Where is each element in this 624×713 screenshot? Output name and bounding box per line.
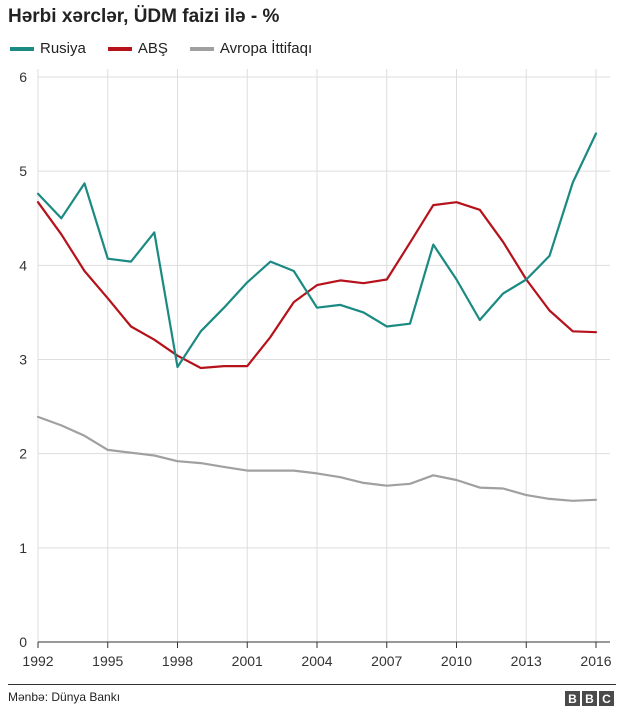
x-tick-label: 2010 (441, 653, 472, 669)
x-tick-label: 2013 (511, 653, 542, 669)
legend-label-rusiya: Rusiya (40, 40, 86, 57)
x-tick-label: 2004 (301, 653, 332, 669)
series-line-ab- (36, 201, 598, 370)
source-note: Mənbə: Dünya Bankı (8, 690, 121, 704)
y-tick-label: 4 (19, 257, 27, 273)
footer-divider (8, 684, 616, 685)
series-line-avropa-i-ttifaq- (36, 415, 598, 502)
x-tick-label: 1995 (92, 653, 123, 669)
bbc-logo-letter: C (599, 691, 614, 706)
bbc-logo-letter: B (565, 691, 580, 706)
y-tick-label: 0 (19, 634, 27, 650)
y-tick-label: 5 (19, 163, 27, 179)
legend: Rusiya ABŞ Avropa İttifaqı (10, 40, 334, 57)
y-tick-label: 2 (19, 446, 27, 462)
x-tick-label: 1992 (22, 653, 53, 669)
legend-item-avropa: Avropa İttifaqı (189, 40, 313, 57)
y-tick-label: 6 (19, 69, 27, 85)
legend-label-avropa: Avropa İttifaqı (219, 40, 313, 57)
x-tick-label: 2001 (232, 653, 263, 669)
legend-label-abs: ABŞ (137, 40, 168, 57)
legend-swatch-avropa (189, 46, 214, 51)
x-tick-label: 2016 (580, 653, 611, 669)
bbc-logo: B B C (563, 691, 614, 706)
legend-swatch-abs (107, 46, 132, 51)
bbc-logo-letter: B (582, 691, 597, 706)
legend-item-abs: ABŞ (107, 40, 168, 57)
series-line-rusiya (36, 132, 598, 369)
legend-item-rusiya: Rusiya (10, 40, 86, 57)
y-tick-label: 3 (19, 352, 27, 368)
y-tick-label: 1 (19, 540, 27, 556)
x-tick-label: 2007 (371, 653, 402, 669)
x-tick-label: 1998 (162, 653, 193, 669)
legend-swatch-rusiya (10, 46, 34, 51)
chart-title: Hərbi xərclər, ÜDM faizi ilə - % (8, 6, 280, 27)
